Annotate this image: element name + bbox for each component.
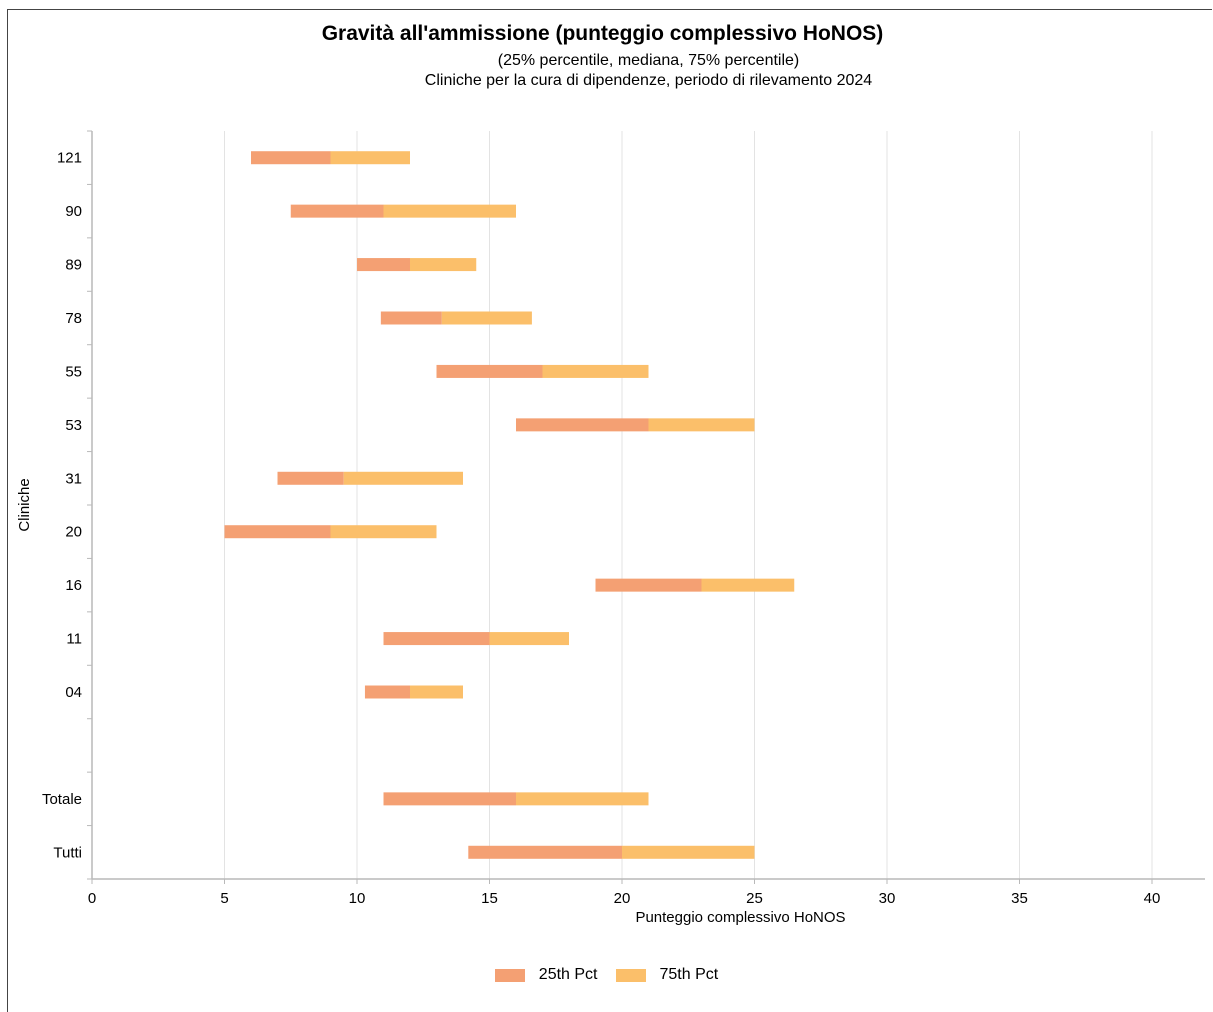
x-tick-label: 10 bbox=[349, 890, 366, 907]
bar-p25 bbox=[595, 578, 702, 592]
x-tick-label: 5 bbox=[220, 890, 228, 907]
y-axis-title: Cliniche bbox=[16, 478, 33, 531]
bar-p25 bbox=[364, 685, 410, 699]
x-tick-label: 15 bbox=[481, 890, 498, 907]
bar-p75 bbox=[383, 204, 516, 218]
y-tick-label: 20 bbox=[65, 524, 82, 541]
bar-p75 bbox=[410, 258, 477, 272]
chart-frame bbox=[7, 9, 1212, 1012]
bar-p25 bbox=[436, 364, 543, 378]
chart-subtitle-percentiles: (25% percentile, mediana, 75% percentile… bbox=[497, 52, 800, 69]
chart-title: Gravità all'ammissione (punteggio comple… bbox=[321, 22, 884, 45]
bar-p25 bbox=[383, 792, 516, 806]
bar-p75 bbox=[516, 792, 649, 806]
bar-p75 bbox=[330, 151, 410, 165]
bar-p75 bbox=[622, 845, 755, 859]
legend-item-75th: 75th Pct bbox=[615, 966, 719, 984]
bar-p75 bbox=[343, 471, 463, 485]
x-tick-label: 25 bbox=[746, 890, 763, 907]
y-tick-label: 78 bbox=[65, 310, 82, 327]
legend: 25th Pct 75th Pct bbox=[0, 966, 1213, 984]
x-axis-title: Punteggio complessivo HoNOS bbox=[635, 909, 845, 926]
y-tick-label: 11 bbox=[66, 631, 82, 648]
bar-p25 bbox=[357, 258, 410, 272]
x-tick-label: 30 bbox=[879, 890, 896, 907]
y-tick-label: 31 bbox=[65, 470, 82, 487]
x-tick-label: 40 bbox=[1144, 890, 1161, 907]
x-tick-label: 20 bbox=[614, 890, 631, 907]
x-tick-label: 35 bbox=[1011, 890, 1028, 907]
bar-p25 bbox=[251, 151, 331, 165]
bar-p25 bbox=[468, 845, 622, 859]
legend-label-25th: 25th Pct bbox=[538, 966, 598, 983]
legend-swatch-75th bbox=[615, 968, 646, 982]
y-tick-label: Totale bbox=[42, 791, 82, 808]
bar-p25 bbox=[380, 311, 442, 325]
bar-p75 bbox=[648, 418, 755, 432]
bar-p25 bbox=[224, 525, 331, 539]
bar-p75 bbox=[542, 364, 649, 378]
y-tick-label: 04 bbox=[65, 684, 82, 701]
bar-p75 bbox=[701, 578, 795, 592]
legend-swatch-25th bbox=[494, 968, 525, 982]
legend-item-25th: 25th Pct bbox=[494, 966, 598, 984]
y-tick-label: 89 bbox=[65, 257, 82, 274]
bar-p75 bbox=[441, 311, 532, 325]
y-tick-label: 121 bbox=[57, 150, 82, 167]
y-tick-label: 90 bbox=[65, 203, 82, 220]
x-tick-label: 0 bbox=[88, 890, 96, 907]
y-tick-label: 16 bbox=[65, 577, 82, 594]
bar-p25 bbox=[277, 471, 344, 485]
chart-subtitle-scope: Cliniche per la cura di dipendenze, peri… bbox=[424, 72, 873, 89]
range-bar-chart: 121 90 89 78 55 53 31 20 16 11 04 Totale Tutti 0 5 10 15… bbox=[16, 130, 1205, 926]
y-tick-label: 53 bbox=[65, 417, 82, 434]
bar-p75 bbox=[410, 685, 463, 699]
y-tick-label: 55 bbox=[65, 363, 82, 380]
bar-p25 bbox=[516, 418, 649, 432]
bar-p25 bbox=[383, 632, 490, 646]
bar-p25 bbox=[290, 204, 384, 218]
legend-label-75th: 75th Pct bbox=[659, 966, 719, 983]
y-tick-label: Tutti bbox=[53, 844, 82, 861]
bar-p75 bbox=[330, 525, 437, 539]
bar-p75 bbox=[489, 632, 569, 646]
